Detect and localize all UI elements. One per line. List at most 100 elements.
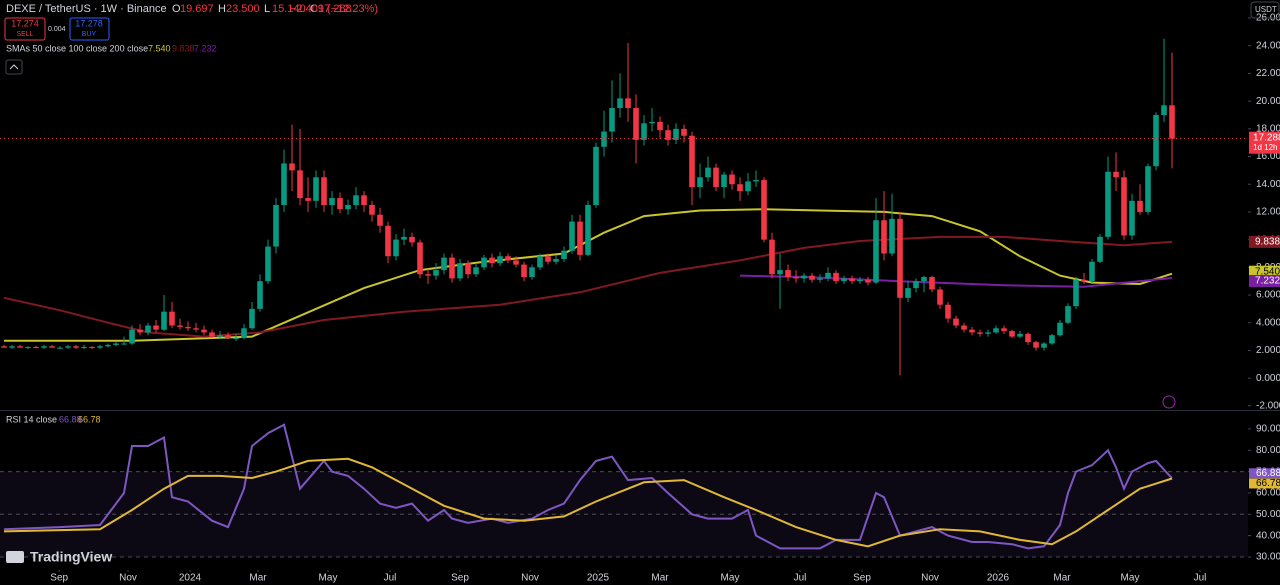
sell-button[interactable] xyxy=(4,17,46,41)
candle-body xyxy=(849,278,855,282)
x-tick-label: May xyxy=(721,573,740,584)
y-tick-label: 24.000 xyxy=(1256,40,1280,51)
y-tick-label: 60.00 xyxy=(1256,488,1280,499)
spread: 0.004 xyxy=(48,26,66,33)
candle-body xyxy=(657,121,663,131)
x-tick-label: 2025 xyxy=(587,573,610,584)
candle-body xyxy=(233,337,239,339)
candle-body xyxy=(825,272,831,279)
x-tick-label: Sep xyxy=(50,573,68,584)
candle-body xyxy=(169,311,175,326)
symbol: DEXE / TetherUS · 1W · Binance xyxy=(6,3,167,15)
x-tick-label: Nov xyxy=(521,573,539,584)
candle-body xyxy=(9,346,15,348)
candle-body xyxy=(553,259,559,262)
currency[interactable]: USDT xyxy=(1255,5,1277,14)
y-tick-label: 0.000 xyxy=(1256,373,1280,384)
candle-body xyxy=(1001,328,1007,332)
candle-body xyxy=(993,328,999,333)
candle-body xyxy=(441,257,447,271)
x-tick-label: Mar xyxy=(1053,573,1071,584)
candle-body xyxy=(177,325,183,327)
candle-body xyxy=(417,242,423,275)
buy-price[interactable]: 17.278 xyxy=(75,18,103,28)
candle-body xyxy=(793,277,799,279)
ohlc-key: O xyxy=(172,3,181,15)
candle-body xyxy=(601,131,607,147)
rsi-label: 66.78 xyxy=(1256,478,1280,489)
y-tick-label: -2.000 xyxy=(1256,400,1280,411)
ohlc: O 19.697 H 23.500 L 15.140 C 17.288 xyxy=(172,3,352,15)
candle-body xyxy=(505,256,511,261)
candle-body xyxy=(385,225,391,257)
candle-body xyxy=(1105,171,1111,237)
buy-label[interactable]: BUY xyxy=(82,31,97,38)
currency-button[interactable] xyxy=(1250,1,1280,19)
candle-body xyxy=(1033,342,1039,348)
candle-body xyxy=(1,346,7,348)
candle-body xyxy=(113,343,119,345)
rsi-label: 66.88 xyxy=(1256,468,1280,479)
y-tick-label: 14.000 xyxy=(1256,179,1280,190)
candle-body xyxy=(881,220,887,254)
y-tick-label: 22.000 xyxy=(1256,68,1280,79)
x-tick-label: May xyxy=(319,573,338,584)
sma-label-box xyxy=(1249,274,1280,287)
sma-label-box xyxy=(1249,265,1280,278)
x-tick-label: 2024 xyxy=(179,573,202,584)
candle-body xyxy=(273,205,279,247)
candle-body xyxy=(521,264,527,278)
x-tick-label: Jul xyxy=(1194,573,1207,584)
lightning-button[interactable] xyxy=(1162,395,1176,409)
sell-label[interactable]: SELL xyxy=(16,31,33,38)
candle-body xyxy=(689,135,695,187)
ohlc-value: 17.288 xyxy=(318,3,352,15)
ohlc-key: H xyxy=(218,3,226,15)
x-tick-label: Jul xyxy=(794,573,807,584)
candle-body xyxy=(649,121,655,124)
ohlc-key: L xyxy=(264,3,270,15)
y-tick-label: 20.000 xyxy=(1256,96,1280,107)
candle-body xyxy=(393,239,399,257)
candle-body xyxy=(761,180,767,240)
candle-body xyxy=(105,344,111,347)
candle-body xyxy=(625,98,631,109)
y-tick-label: 18.000 xyxy=(1256,123,1280,134)
candle-body xyxy=(225,335,231,338)
candle-body xyxy=(89,346,95,348)
candle-body xyxy=(1137,200,1143,212)
candle-body xyxy=(569,221,575,251)
candle-body xyxy=(1089,261,1095,282)
candle-body xyxy=(865,279,871,283)
candle-body xyxy=(489,257,495,264)
candle-body xyxy=(721,174,727,187)
candle-body xyxy=(353,195,359,205)
candle-body xyxy=(913,281,919,289)
candle-body xyxy=(753,180,759,182)
candle-body xyxy=(953,318,959,326)
sma-line xyxy=(4,208,1173,342)
candle-body xyxy=(33,346,39,348)
candle-body xyxy=(465,263,471,275)
candle-body xyxy=(921,277,927,282)
rsi-line xyxy=(3,423,1173,550)
y-tick-label: 6.000 xyxy=(1256,290,1280,301)
brand-logo xyxy=(6,551,24,563)
candle-body xyxy=(289,163,295,171)
candle-body xyxy=(561,250,567,260)
y-tick-label: 2.000 xyxy=(1256,345,1280,356)
rsi-label-box xyxy=(1249,468,1280,479)
ohlc-value: 19.697 xyxy=(180,3,214,15)
candle-body xyxy=(329,198,335,205)
y-tick-label: 30.00 xyxy=(1256,552,1280,563)
buy-button[interactable] xyxy=(69,17,110,41)
y-tick-label: 16.000 xyxy=(1256,151,1280,162)
candle-body xyxy=(577,221,583,255)
sell-price[interactable]: 17.274 xyxy=(11,18,39,28)
last-price-box xyxy=(1249,131,1280,154)
collapse-button[interactable] xyxy=(5,59,23,75)
candle-body xyxy=(425,274,431,276)
candle-body xyxy=(41,346,47,348)
x-tick-label: Jul xyxy=(384,573,397,584)
